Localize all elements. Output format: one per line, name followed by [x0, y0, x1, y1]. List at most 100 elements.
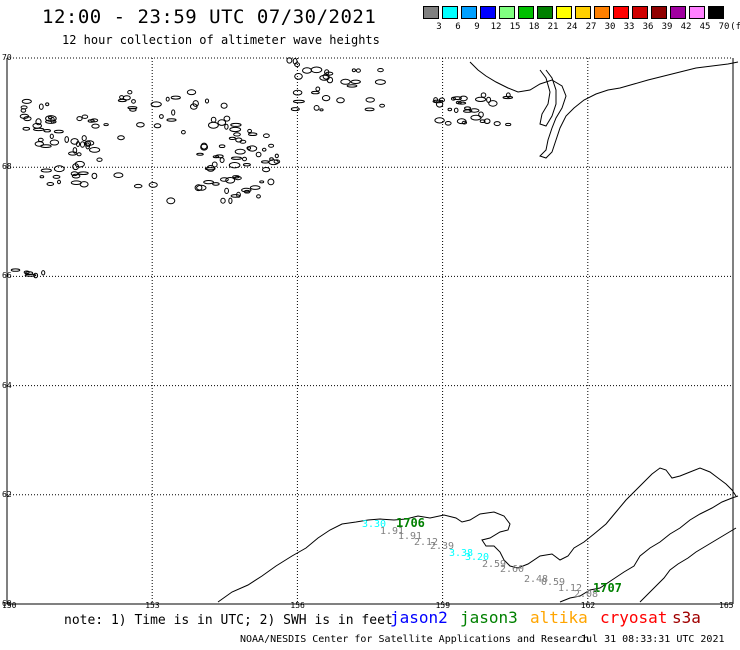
ice-contour: [38, 103, 44, 110]
track-label: 3.20: [465, 552, 489, 563]
ice-contour: [220, 177, 229, 182]
ice-contour: [212, 182, 220, 186]
legend-swatch: [708, 6, 724, 19]
ice-contour: [313, 105, 320, 111]
legend-label: 24: [566, 22, 578, 32]
ice-contour: [71, 173, 81, 179]
ice-contour: [79, 181, 89, 188]
ice-contour: [165, 96, 170, 102]
ice-contour: [239, 139, 247, 144]
ice-contour: [190, 103, 198, 110]
lat-label: 68: [2, 162, 12, 172]
sea-ice-contours: [10, 57, 514, 279]
legend-label: 21: [547, 22, 559, 32]
ice-contour: [224, 123, 229, 130]
ice-contour: [133, 183, 143, 189]
ice-contour: [81, 135, 87, 142]
ice-contour: [204, 98, 210, 104]
track-label: 3.38: [449, 548, 473, 559]
ice-contour: [452, 96, 462, 100]
ice-contour: [20, 108, 27, 113]
ice-contour: [234, 148, 246, 155]
ice-contour: [488, 100, 498, 107]
ice-contour: [319, 108, 324, 112]
ice-contour: [45, 102, 50, 107]
ice-contour: [220, 197, 226, 204]
ice-contour: [49, 139, 60, 146]
ice-contour: [35, 118, 42, 126]
ice-contour: [215, 154, 224, 159]
lat-label: 62: [2, 489, 12, 499]
ice-contour: [37, 137, 44, 142]
ice-contour: [249, 185, 261, 190]
coastline-inner: [639, 527, 737, 603]
ice-contour: [77, 171, 89, 175]
ice-contour: [68, 151, 78, 156]
ice-contour: [230, 156, 243, 160]
ice-contour: [453, 107, 459, 114]
satellite-name: cryosat: [600, 608, 668, 627]
ice-contour: [74, 160, 85, 168]
track-label: 3.30: [362, 519, 386, 530]
ice-contour: [219, 157, 225, 164]
coastline-north-2: [539, 69, 557, 127]
satellite-name: jason2: [390, 608, 448, 627]
legend-swatch: [499, 6, 515, 19]
ice-contour: [262, 167, 271, 173]
legend-swatch: [537, 6, 553, 19]
ice-contour: [365, 97, 375, 103]
ice-contour: [171, 109, 176, 116]
ice-contour: [261, 160, 270, 164]
legend-label: 6: [455, 22, 461, 32]
ice-contour: [89, 147, 101, 153]
legend-swatch: [651, 6, 667, 19]
generated-timestamp: Jul 31 08:33:31 UTC 2021: [580, 634, 725, 645]
ice-contour: [19, 113, 30, 119]
legend-unit: (ft): [730, 22, 740, 32]
track-label: 2.59: [482, 559, 506, 570]
ice-contour: [480, 92, 487, 98]
ice-contour: [505, 122, 512, 127]
ice-contour: [247, 145, 258, 152]
ice-contour: [64, 136, 69, 143]
satellite-track-labels: 3.30 17061.911.912.122.393.383.202.592.60…: [362, 516, 622, 600]
ice-contour: [45, 119, 57, 124]
ice-contour: [170, 95, 181, 100]
ice-contour: [470, 114, 482, 121]
ice-contour: [148, 182, 158, 188]
ice-contour: [234, 176, 242, 181]
ice-contour: [432, 99, 443, 104]
ice-contour: [351, 68, 356, 73]
ice-contour: [41, 270, 46, 276]
satellite-name: jason3: [460, 608, 518, 627]
track-label: 0.59: [541, 577, 565, 588]
ice-contour: [447, 107, 453, 112]
ice-contour: [242, 156, 247, 162]
ice-contour: [261, 147, 267, 152]
legend-label: 9: [474, 22, 480, 32]
ice-contour: [379, 103, 386, 108]
ice-contour: [166, 197, 176, 205]
ice-contour: [292, 99, 305, 104]
footer-note: note: 1) Time is in UTC; 2) SWH is in fe…: [64, 613, 393, 628]
ice-contour: [33, 272, 39, 279]
ice-contour: [321, 95, 331, 102]
ice-contour: [290, 107, 300, 112]
ice-contour: [434, 117, 445, 124]
ice-contour: [268, 159, 279, 166]
track-label: 2.48: [524, 574, 548, 585]
ice-contour: [122, 95, 131, 101]
lon-label: 162: [580, 601, 596, 610]
lat-label: 70: [2, 53, 12, 62]
legend-label: 36: [642, 22, 654, 32]
ice-contour: [233, 132, 241, 137]
legend-swatch: [632, 6, 648, 19]
ice-contour: [336, 97, 345, 104]
ice-contour: [127, 106, 138, 110]
ice-contour: [315, 86, 321, 92]
ice-contour: [150, 101, 162, 108]
ice-contour: [80, 141, 85, 148]
ice-contour: [103, 123, 109, 127]
ice-contour: [469, 108, 480, 113]
